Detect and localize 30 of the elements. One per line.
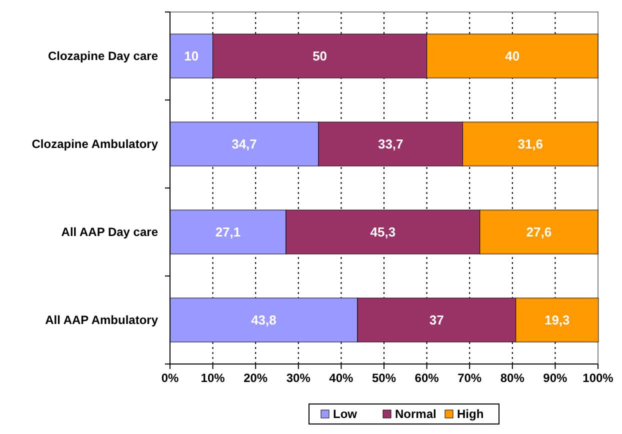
data-label: 50 [312,48,328,64]
y-tick-label: Clozapine Ambulatory [32,137,158,152]
x-tick-label: 40% [329,371,354,385]
x-tick-label: 30% [286,371,311,385]
x-tick-label: 20% [244,371,268,385]
x-tick-label: 10% [200,371,226,385]
legend-label: Low [333,407,358,422]
data-label: 45,3 [370,224,396,240]
y-tick-label: Clozapine Day care [48,49,158,64]
x-tick-label: 80% [500,371,525,385]
data-label: 31,6 [518,136,544,152]
data-label: 40 [505,48,520,64]
x-tick-label: 60% [414,371,440,385]
data-label: 43,8 [251,312,276,328]
legend-label: Normal [395,407,436,422]
x-tick-label: 90% [543,371,568,385]
data-label: 27,6 [526,224,552,240]
data-label: 34,7 [232,136,257,152]
data-label: 19,3 [544,312,570,328]
x-tick-label: 100% [582,371,614,385]
y-tick-label: All AAP Ambulatory [45,313,158,328]
data-label: 27,1 [215,224,241,240]
data-label: 33,7 [378,136,404,152]
data-label: 10 [184,48,199,64]
legend-label: High [457,407,484,422]
x-tick-label: 50% [372,371,396,385]
y-tick-label: All AAP Day care [61,225,158,240]
data-label: 37 [429,312,444,328]
x-tick-label: 70% [458,371,482,385]
x-tick-label: 0% [161,371,179,385]
